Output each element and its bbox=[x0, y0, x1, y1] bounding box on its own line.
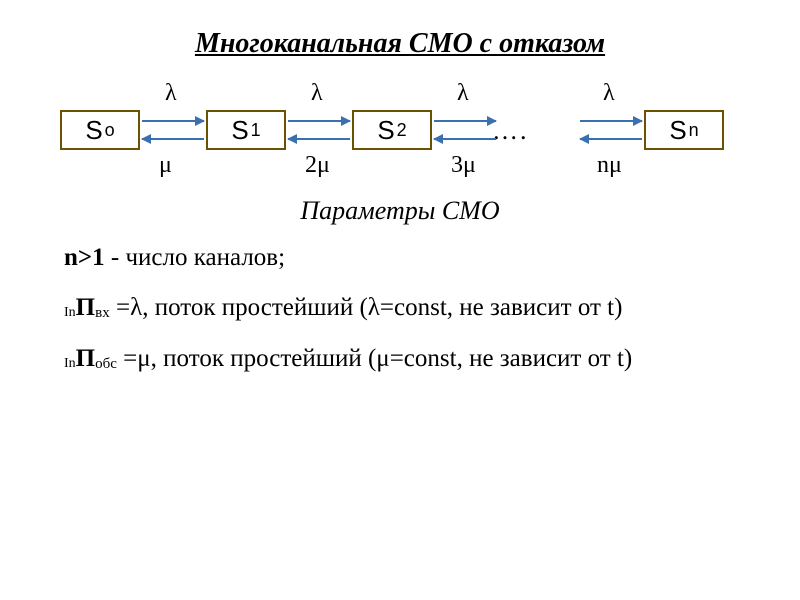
arrow-left bbox=[580, 138, 642, 140]
state-box: So bbox=[60, 110, 140, 150]
state-box: S2 bbox=[352, 110, 432, 150]
in-prefix-2: In bbox=[64, 356, 76, 371]
arrow-right bbox=[288, 120, 350, 122]
arrow-left bbox=[434, 138, 496, 140]
n-gt-1: n>1 bbox=[64, 244, 105, 271]
arrow-left bbox=[142, 138, 204, 140]
sub-obs: обс bbox=[95, 356, 117, 372]
param-n: n>1 - число каналов; bbox=[64, 240, 740, 276]
rate-lambda: λ bbox=[603, 80, 615, 107]
n-desc: - число каналов; bbox=[105, 244, 285, 271]
p-symbol-1: П bbox=[76, 294, 95, 321]
param-lambda: InПвх =λ, поток простейший (λ=const, не … bbox=[64, 290, 740, 326]
sub-vx: вх bbox=[95, 305, 110, 321]
title: Многоканальная СМО с отказом bbox=[60, 28, 740, 60]
ellipsis: …. bbox=[492, 116, 529, 146]
arrow-right bbox=[580, 120, 642, 122]
rate-mu: μ bbox=[159, 152, 172, 179]
param-mu: InПобс =μ, поток простейший (μ=const, не… bbox=[64, 341, 740, 377]
rate-lambda: λ bbox=[165, 80, 177, 107]
state-box: Sn bbox=[644, 110, 724, 150]
arrow-right bbox=[434, 120, 496, 122]
state-box: S1 bbox=[206, 110, 286, 150]
mu-desc: =μ, поток простейший (μ=const, не зависи… bbox=[117, 345, 632, 372]
rate-mu: 2μ bbox=[305, 152, 330, 179]
lambda-desc: =λ, поток простейший (λ=const, не зависи… bbox=[110, 294, 623, 321]
in-prefix-1: In bbox=[64, 305, 76, 320]
p-symbol-2: П bbox=[76, 345, 95, 372]
arrow-right bbox=[142, 120, 204, 122]
rate-mu: nμ bbox=[597, 152, 622, 179]
slide: Многоканальная СМО с отказом So S1 S2 Sn …. λ… bbox=[0, 0, 800, 600]
subtitle: Параметры СМО bbox=[60, 196, 740, 226]
body-text: n>1 - число каналов; InПвх =λ, поток про… bbox=[60, 240, 740, 377]
rate-mu: 3μ bbox=[451, 152, 476, 179]
arrow-left bbox=[288, 138, 350, 140]
rate-lambda: λ bbox=[457, 80, 469, 107]
state-diagram: So S1 S2 Sn …. λ μ λ 2μ λ 3μ λ nμ bbox=[60, 76, 740, 186]
rate-lambda: λ bbox=[311, 80, 323, 107]
